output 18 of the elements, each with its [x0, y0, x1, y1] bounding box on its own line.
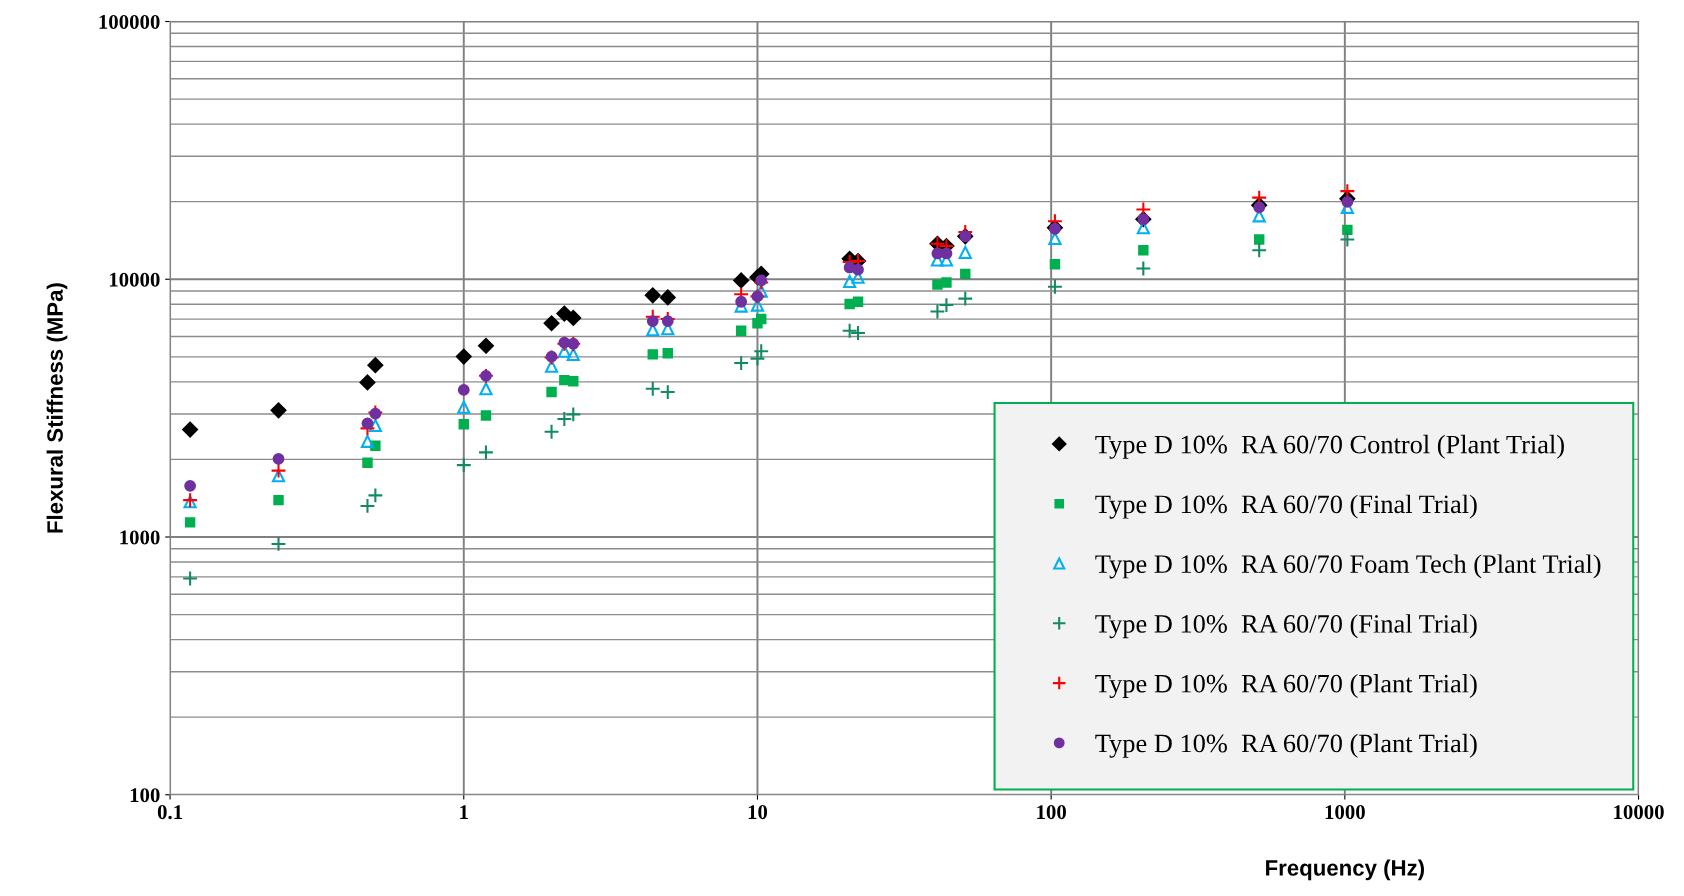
- x-tick-label: 10: [748, 805, 768, 820]
- legend-label: Type D 10% RA 60/70 Foam Tech (Plant Trial): [1095, 554, 1601, 579]
- legend-label: Type D 10% RA 60/70 Control (Plant Trial): [1095, 434, 1564, 459]
- y-tick-label: 1000: [120, 530, 160, 545]
- y-axis-title: Flexural Stiffness (MPa): [46, 283, 68, 533]
- x-tick-label: 0.1: [157, 805, 183, 820]
- y-tick-label: 10000: [109, 272, 160, 287]
- x-tick-label: 100: [1037, 805, 1066, 820]
- legend-label: Type D 10% RA 60/70 (Final Trial): [1095, 614, 1477, 639]
- x-tick-label: 1: [460, 805, 468, 819]
- y-tick-label: 100000: [99, 14, 160, 29]
- y-tick-label: 100: [130, 788, 160, 803]
- legend-label: Type D 10% RA 60/70 (Plant Trial): [1095, 674, 1477, 699]
- x-tick-label: 1000: [1325, 805, 1365, 820]
- x-tick-label: 10000: [1614, 805, 1664, 820]
- legend-label: Type D 10% RA 60/70 (Final Trial): [1095, 494, 1477, 519]
- legend-label: Type D 10% RA 60/70 (Plant Trial): [1095, 733, 1477, 758]
- x-axis-title: Frequency (Hz): [1266, 859, 1424, 881]
